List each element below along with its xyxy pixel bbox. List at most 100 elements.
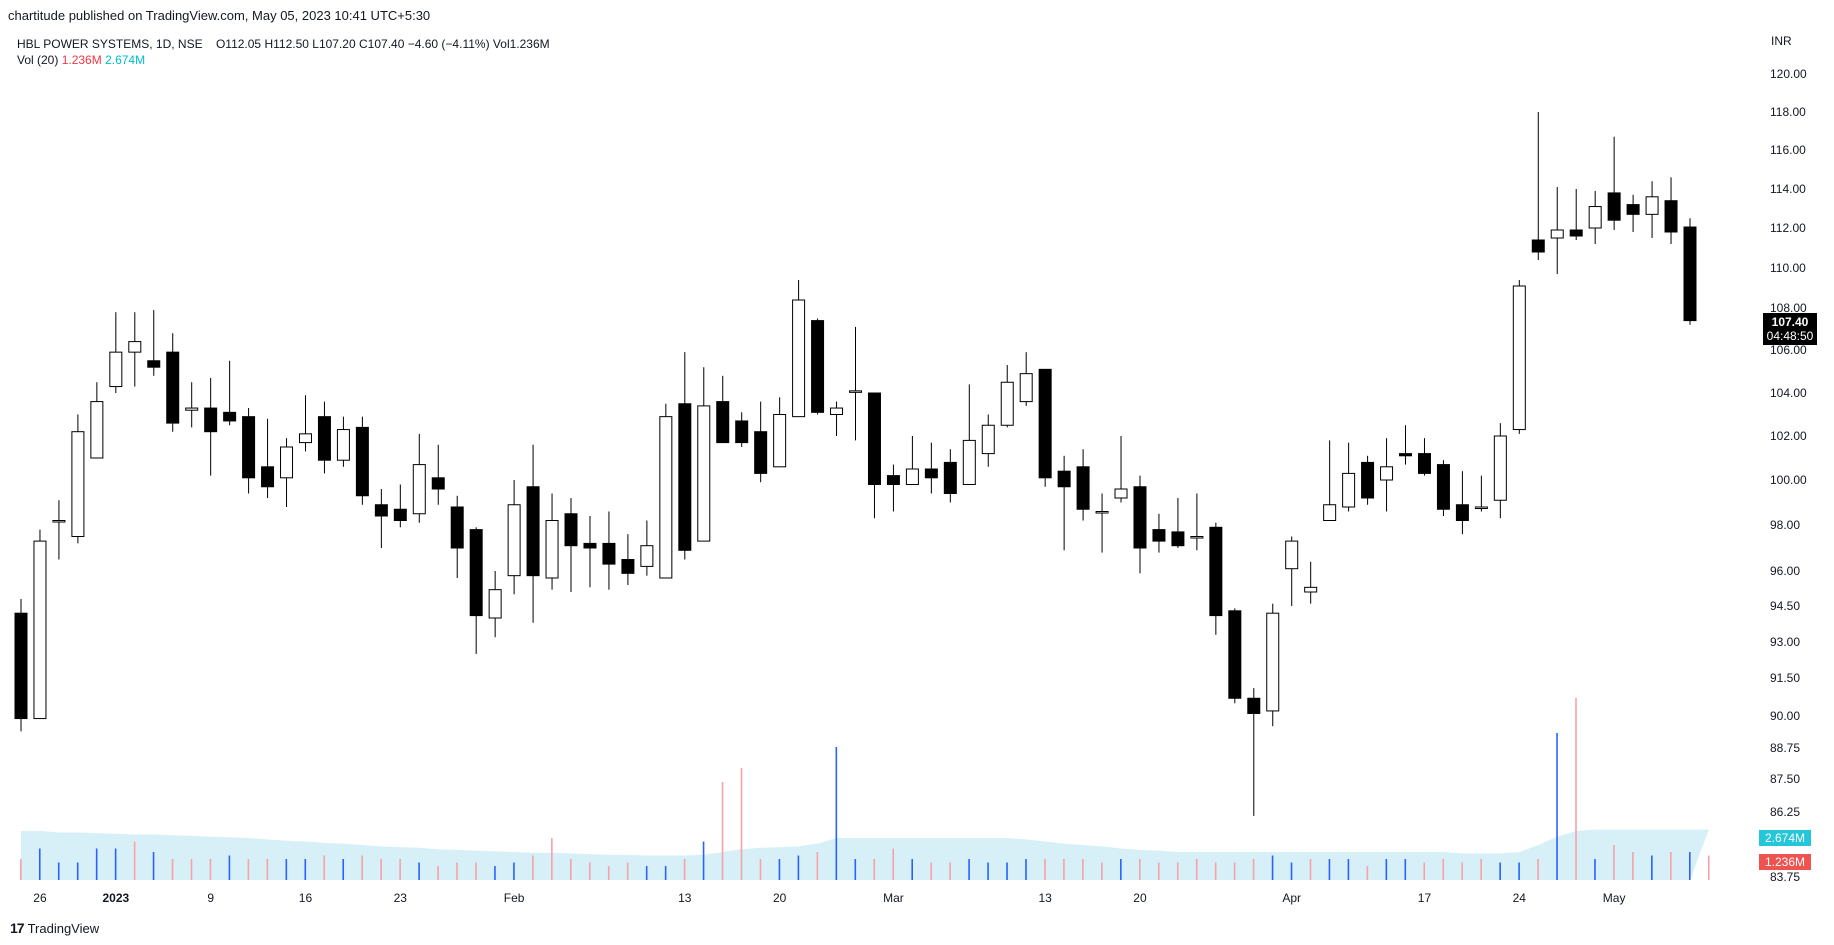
candle-body (317, 416, 331, 461)
candle-body (981, 424, 995, 455)
candle (1645, 181, 1659, 238)
last-price-text: 107.40 (1772, 315, 1809, 329)
volume-bar (418, 862, 420, 880)
date-tick-label: 16 (299, 891, 313, 905)
candle (811, 318, 825, 415)
volume-bar (1328, 859, 1331, 880)
date-tick-label: 23 (394, 891, 408, 905)
candle-body (1247, 697, 1261, 714)
date-tick-label: 9 (207, 891, 214, 905)
candle-body (33, 540, 47, 720)
publish-credit: chartitude published on TradingView.com,… (8, 8, 431, 23)
price-axis[interactable]: 120.00 118.00 116.00 114.00 112.00 110.00 108.… (1770, 67, 1807, 884)
candle (602, 511, 616, 590)
volume-bar (285, 859, 288, 880)
candle (242, 408, 256, 494)
candle (1455, 471, 1469, 535)
candle (1285, 536, 1299, 606)
candle (905, 436, 919, 485)
volume-bar (1366, 866, 1369, 880)
date-tick-label: 17 (1418, 891, 1432, 905)
candle (1569, 189, 1583, 240)
candle-body (1171, 531, 1185, 547)
candle (867, 392, 881, 519)
candle (431, 444, 445, 505)
time-axis[interactable]: 26 2023 9 16 23 Feb 13 20 Mar 13 20 Apr 17 24 May (33, 891, 1625, 905)
candle-body (583, 542, 597, 549)
price-tick-label: 118.00 (1770, 105, 1806, 119)
candle-body (1076, 466, 1090, 510)
candle (147, 310, 161, 376)
volume-bar (513, 862, 515, 880)
date-tick-label: 20 (1133, 891, 1147, 905)
candle (1626, 194, 1640, 232)
date-tick-label: 2023 (102, 891, 129, 905)
candle (716, 375, 730, 444)
candle-body (1323, 504, 1337, 521)
candle (317, 401, 331, 474)
volume-bar (1044, 859, 1046, 880)
candle-body (431, 477, 445, 490)
candle (109, 312, 123, 393)
candle (1342, 442, 1356, 512)
candle (1114, 436, 1128, 503)
volume-bar (1632, 852, 1634, 880)
candle (1512, 280, 1526, 434)
volume-bar (607, 866, 610, 880)
volume-bar (1499, 862, 1501, 880)
volume-bar (588, 862, 591, 880)
candle-body (336, 429, 350, 461)
volume-bar (873, 859, 876, 880)
price-tick-label: 87.50 (1770, 772, 1800, 786)
volume-bar (1101, 862, 1103, 880)
ohlc-row: HBL POWER SYSTEMS, 1D, NSE O112.05 H112.… (17, 36, 550, 52)
volume-pane (20, 698, 1710, 880)
candle-body (924, 468, 938, 479)
volume-bar (266, 859, 269, 880)
volume-bar (1195, 859, 1198, 880)
volume-bar (1120, 859, 1122, 880)
volume-ma-area (21, 829, 1709, 880)
volume-bar (1025, 859, 1027, 880)
candle-body (1626, 204, 1640, 215)
volume-bar (323, 855, 326, 880)
candle (735, 412, 749, 447)
volume-bar (664, 866, 667, 880)
volume-bar (1252, 859, 1255, 880)
candle (1095, 493, 1109, 553)
volume-bar (626, 862, 629, 880)
candle (204, 377, 218, 476)
volume-bar (304, 859, 307, 880)
candle-body (469, 529, 483, 617)
candle (14, 599, 28, 732)
candle-body (1000, 381, 1014, 426)
candle (1228, 608, 1242, 704)
candle (697, 367, 711, 542)
candle (1380, 438, 1394, 512)
candle-body (1399, 453, 1413, 457)
price-tick-label: 112.00 (1770, 221, 1806, 235)
candle-body (1133, 486, 1147, 549)
candle (1209, 522, 1223, 635)
volume-bar (1138, 859, 1141, 880)
vol-badge (1759, 854, 1811, 870)
candle-body (1057, 470, 1071, 488)
candle-body (128, 341, 142, 353)
candle-body (1019, 373, 1033, 403)
candle (1664, 177, 1678, 244)
volume-bar (532, 855, 534, 880)
candle-body (849, 390, 862, 393)
candle-body (716, 401, 730, 444)
candle (886, 464, 900, 512)
volume-bar (494, 866, 496, 880)
candle-body (621, 559, 635, 574)
volume-bar (740, 768, 743, 880)
volume-bar (835, 747, 838, 880)
volume-bar (1651, 855, 1653, 880)
candle (71, 414, 85, 544)
candle (621, 534, 635, 585)
change-value: −4.60 (−4.11%) (407, 37, 490, 51)
price-tick-label: 100.00 (1770, 473, 1807, 487)
candle-body (1361, 461, 1375, 499)
